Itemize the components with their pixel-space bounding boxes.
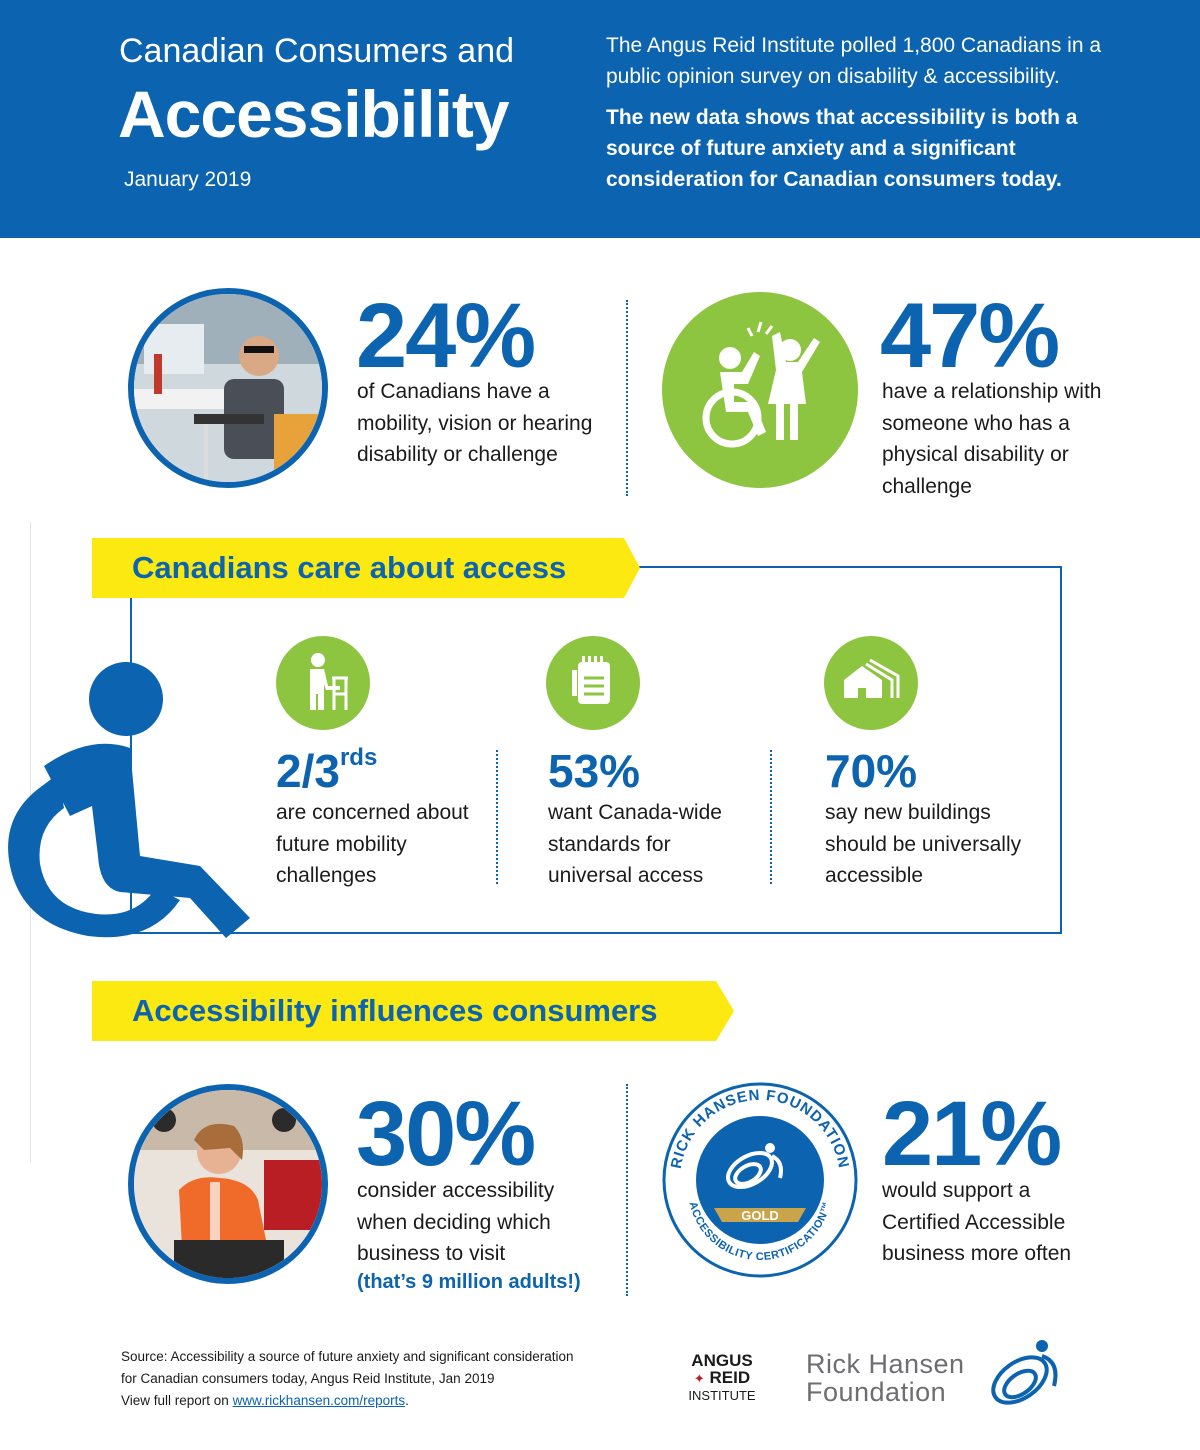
buildings-icon (824, 636, 918, 730)
maple-leaf-icon: ✦ (693, 1371, 705, 1386)
stat-two-thirds-text: are concerned about future mobility chal… (276, 801, 469, 887)
angus-logo-line2: REID (709, 1368, 751, 1387)
divider (626, 300, 628, 496)
stat-30-note: (that’s 9 million adults!) (357, 1271, 581, 1293)
banner-consumers: Accessibility influences consumers (92, 981, 716, 1041)
stat-24-value: 24% (356, 285, 536, 387)
footer-view-suffix: . (405, 1393, 409, 1408)
walker-person-icon (276, 636, 370, 730)
high-five-wheelchair-icon (662, 292, 858, 488)
angus-logo-line1: ANGUS (691, 1351, 753, 1370)
man-with-cane-photo (128, 288, 328, 488)
stat-30-value: 30% (356, 1083, 536, 1185)
angus-reid-logo: ANGUS ✦ REID INSTITUTE (682, 1352, 762, 1404)
stat-two-thirds-number: 2/3 (276, 745, 340, 797)
stat-70-value: 70% (825, 745, 918, 797)
stat-70-text: say new buildings should be universally … (825, 801, 1022, 887)
banner-care: Canadians care about access (92, 538, 624, 598)
stat-30-text: consider accessibility when deciding whi… (357, 1179, 555, 1265)
rhf-logo-line2: Foundation (806, 1377, 947, 1407)
footer-source-line2: for Canadian consumers today, Angus Reid… (121, 1371, 495, 1386)
footer-source-line1: Source: Accessibility a source of future… (121, 1349, 574, 1364)
woman-in-wheelchair-photo (128, 1084, 328, 1284)
badge-level: GOLD (741, 1208, 779, 1223)
banner-consumers-arrow (716, 981, 734, 1041)
stat-53-text: want Canada-wide standards for universal… (548, 801, 722, 887)
clipboard-icon (546, 636, 640, 730)
stat-two-thirds-suffix: rds (339, 744, 378, 771)
header-subtitle: Canadian Consumers and (119, 32, 515, 70)
report-link[interactable]: www.rickhansen.com/reports (232, 1393, 406, 1408)
footer-source: Source: Accessibility a source of future… (121, 1346, 641, 1412)
banner-consumers-heading: Accessibility influences consumers (132, 993, 658, 1028)
divider (626, 1084, 628, 1296)
banner-care-arrow (624, 538, 640, 598)
header-highlight: The new data shows that accessibility is… (606, 106, 1078, 191)
angus-logo-line3: INSTITUTE (688, 1388, 756, 1403)
stat-53-value: 53% (548, 745, 641, 797)
footer-view-prefix: View full report on (121, 1393, 233, 1408)
banner-care-heading: Canadians care about access (132, 550, 567, 585)
rhf-logo-line1: Rick Hansen (806, 1349, 965, 1379)
rhf-logo-icon (980, 1334, 1076, 1414)
stat-47-text: have a relationship with someone who has… (882, 380, 1102, 498)
stat-47-value: 47% (880, 285, 1060, 387)
rhf-gold-certification-badge: RICK HANSEN FOUNDATION ACCESSIBILITY CER… (662, 1082, 858, 1278)
rhf-logo-text: Rick Hansen Foundation (806, 1350, 965, 1406)
stat-24-text: of Canadians have a mobility, vision or … (357, 380, 593, 466)
divider (770, 750, 772, 884)
header-title: Accessibility (118, 77, 510, 151)
header-intro: The Angus Reid Institute polled 1,800 Ca… (606, 34, 1102, 88)
stat-21-value: 21% (882, 1083, 1062, 1185)
stat-21-text: would support a Certified Accessible bus… (882, 1179, 1072, 1265)
stat-two-thirds-value: 2/3rds (276, 745, 377, 797)
header-date: January 2019 (124, 168, 252, 191)
divider (496, 750, 498, 884)
footer-view-line: View full report on www.rickhansen.com/r… (121, 1390, 641, 1412)
header-banner: Canadian Consumers and Accessibility Jan… (0, 0, 1200, 238)
wheelchair-symbol-icon (0, 656, 260, 956)
